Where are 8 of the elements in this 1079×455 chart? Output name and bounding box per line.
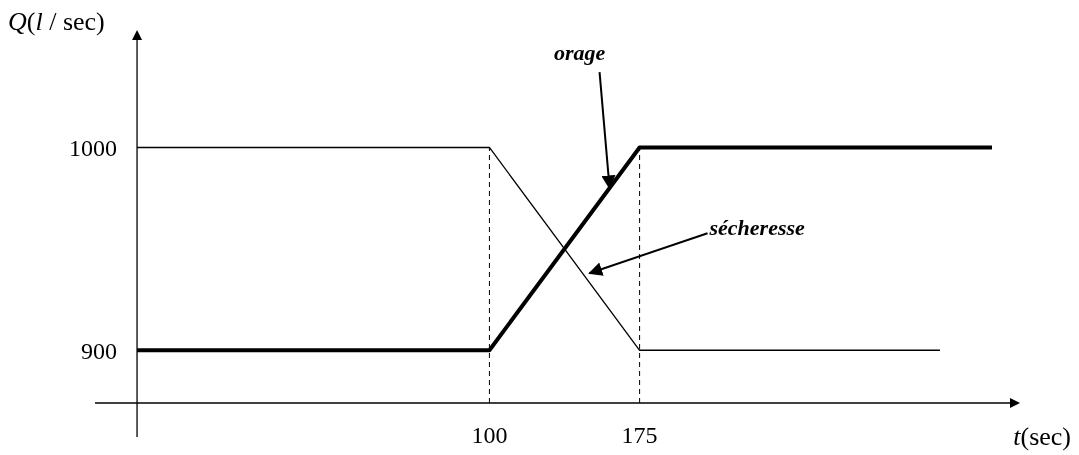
y-axis-title: Q(l / sec) xyxy=(8,7,105,36)
annotation: orage xyxy=(553,40,606,66)
y-tick-label: 900 xyxy=(81,337,118,364)
y-tick-label: 1000 xyxy=(69,134,118,161)
annotation: sécheresse xyxy=(708,215,806,241)
x-axis-title: t(sec) xyxy=(1013,422,1071,451)
x-tick-label: 100 xyxy=(471,422,508,448)
x-tick-label: 175 xyxy=(621,422,658,448)
